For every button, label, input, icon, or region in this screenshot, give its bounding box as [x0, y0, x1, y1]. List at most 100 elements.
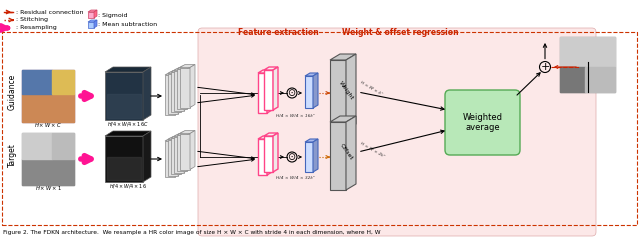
Polygon shape	[171, 72, 181, 112]
Polygon shape	[88, 10, 97, 12]
Polygon shape	[88, 22, 94, 28]
Bar	[22, 133, 52, 159]
Polygon shape	[264, 136, 273, 172]
Polygon shape	[171, 135, 186, 138]
Polygon shape	[330, 54, 356, 60]
Polygon shape	[174, 133, 189, 137]
Bar	[21, 132, 75, 186]
Polygon shape	[178, 71, 183, 114]
Polygon shape	[94, 10, 97, 18]
Polygon shape	[178, 137, 183, 175]
Polygon shape	[171, 69, 186, 72]
Polygon shape	[258, 73, 267, 113]
Polygon shape	[181, 69, 186, 112]
Bar	[560, 67, 585, 92]
Polygon shape	[105, 131, 151, 136]
Polygon shape	[305, 76, 313, 108]
Polygon shape	[88, 12, 94, 18]
Polygon shape	[313, 73, 318, 108]
Bar	[52, 70, 74, 94]
Bar	[22, 133, 74, 185]
Polygon shape	[267, 70, 272, 113]
Polygon shape	[174, 137, 184, 173]
Polygon shape	[174, 67, 189, 71]
Polygon shape	[168, 71, 183, 73]
Text: $H/4 \times W/4 \times 16$: $H/4 \times W/4 \times 16$	[109, 181, 147, 190]
Bar	[22, 133, 74, 185]
Bar	[22, 70, 52, 94]
Polygon shape	[171, 138, 181, 174]
Text: Figure 2. The FDKN architecture.  We resample a HR color image of size H × W × C: Figure 2. The FDKN architecture. We resa…	[3, 230, 381, 235]
Polygon shape	[267, 136, 272, 175]
FancyBboxPatch shape	[445, 90, 520, 155]
Polygon shape	[258, 70, 272, 73]
Polygon shape	[264, 67, 278, 70]
Text: H × W × k²: H × W × k²	[360, 80, 383, 96]
Text: H × W × 2k²: H × W × 2k²	[360, 142, 386, 159]
Polygon shape	[165, 138, 180, 141]
Text: : Residual connection: : Residual connection	[16, 10, 83, 14]
Polygon shape	[184, 67, 189, 110]
FancyBboxPatch shape	[198, 28, 596, 236]
Polygon shape	[187, 66, 192, 109]
Polygon shape	[305, 142, 313, 172]
Polygon shape	[264, 70, 273, 110]
Text: $H/4 \times W/4 \times 16C$: $H/4 \times W/4 \times 16C$	[108, 120, 148, 127]
Bar	[52, 133, 74, 159]
Polygon shape	[177, 66, 192, 69]
Polygon shape	[105, 136, 143, 182]
Polygon shape	[165, 72, 180, 75]
Bar	[107, 157, 141, 180]
Polygon shape	[180, 133, 190, 169]
Polygon shape	[168, 139, 178, 175]
Polygon shape	[330, 122, 346, 190]
Polygon shape	[346, 116, 356, 190]
Bar	[22, 70, 74, 122]
Polygon shape	[175, 138, 180, 177]
Text: +: +	[540, 62, 550, 72]
Polygon shape	[180, 67, 190, 108]
Bar	[560, 37, 615, 67]
Polygon shape	[305, 139, 318, 142]
Polygon shape	[190, 65, 195, 108]
Polygon shape	[168, 137, 183, 139]
Text: Target: Target	[8, 143, 17, 167]
Polygon shape	[177, 69, 187, 109]
Bar	[2, 32, 637, 225]
Polygon shape	[177, 132, 192, 135]
Text: Guidance: Guidance	[8, 74, 17, 110]
Text: : Sigmoid: : Sigmoid	[98, 12, 127, 18]
Polygon shape	[180, 131, 195, 133]
Polygon shape	[264, 133, 278, 136]
Polygon shape	[273, 133, 278, 172]
Text: : Stitching: : Stitching	[16, 18, 48, 23]
Text: Offset: Offset	[339, 143, 353, 161]
Polygon shape	[165, 141, 175, 177]
Polygon shape	[258, 139, 267, 175]
Bar	[22, 159, 74, 185]
Text: $\odot$: $\odot$	[287, 87, 296, 98]
Polygon shape	[143, 131, 151, 182]
Bar	[560, 37, 615, 92]
Polygon shape	[330, 116, 356, 122]
Polygon shape	[346, 54, 356, 130]
Bar	[560, 37, 615, 92]
Text: Weighted
average: Weighted average	[463, 113, 502, 132]
Polygon shape	[305, 73, 318, 76]
Bar	[22, 94, 74, 122]
Polygon shape	[168, 73, 178, 114]
Polygon shape	[143, 67, 151, 120]
Text: H/4 × W/4 × 16k²: H/4 × W/4 × 16k²	[276, 114, 314, 118]
Text: Weight: Weight	[338, 81, 355, 101]
Polygon shape	[88, 20, 97, 22]
Polygon shape	[175, 72, 180, 115]
Polygon shape	[187, 132, 192, 171]
Polygon shape	[181, 135, 186, 174]
Text: $H \times W \times 1$: $H \times W \times 1$	[35, 184, 61, 192]
Polygon shape	[165, 75, 175, 115]
Polygon shape	[330, 60, 346, 130]
Polygon shape	[190, 131, 195, 169]
Text: $H \times W \times C$: $H \times W \times C$	[34, 121, 62, 129]
Polygon shape	[94, 20, 97, 28]
Text: : Resampling: : Resampling	[16, 25, 57, 30]
